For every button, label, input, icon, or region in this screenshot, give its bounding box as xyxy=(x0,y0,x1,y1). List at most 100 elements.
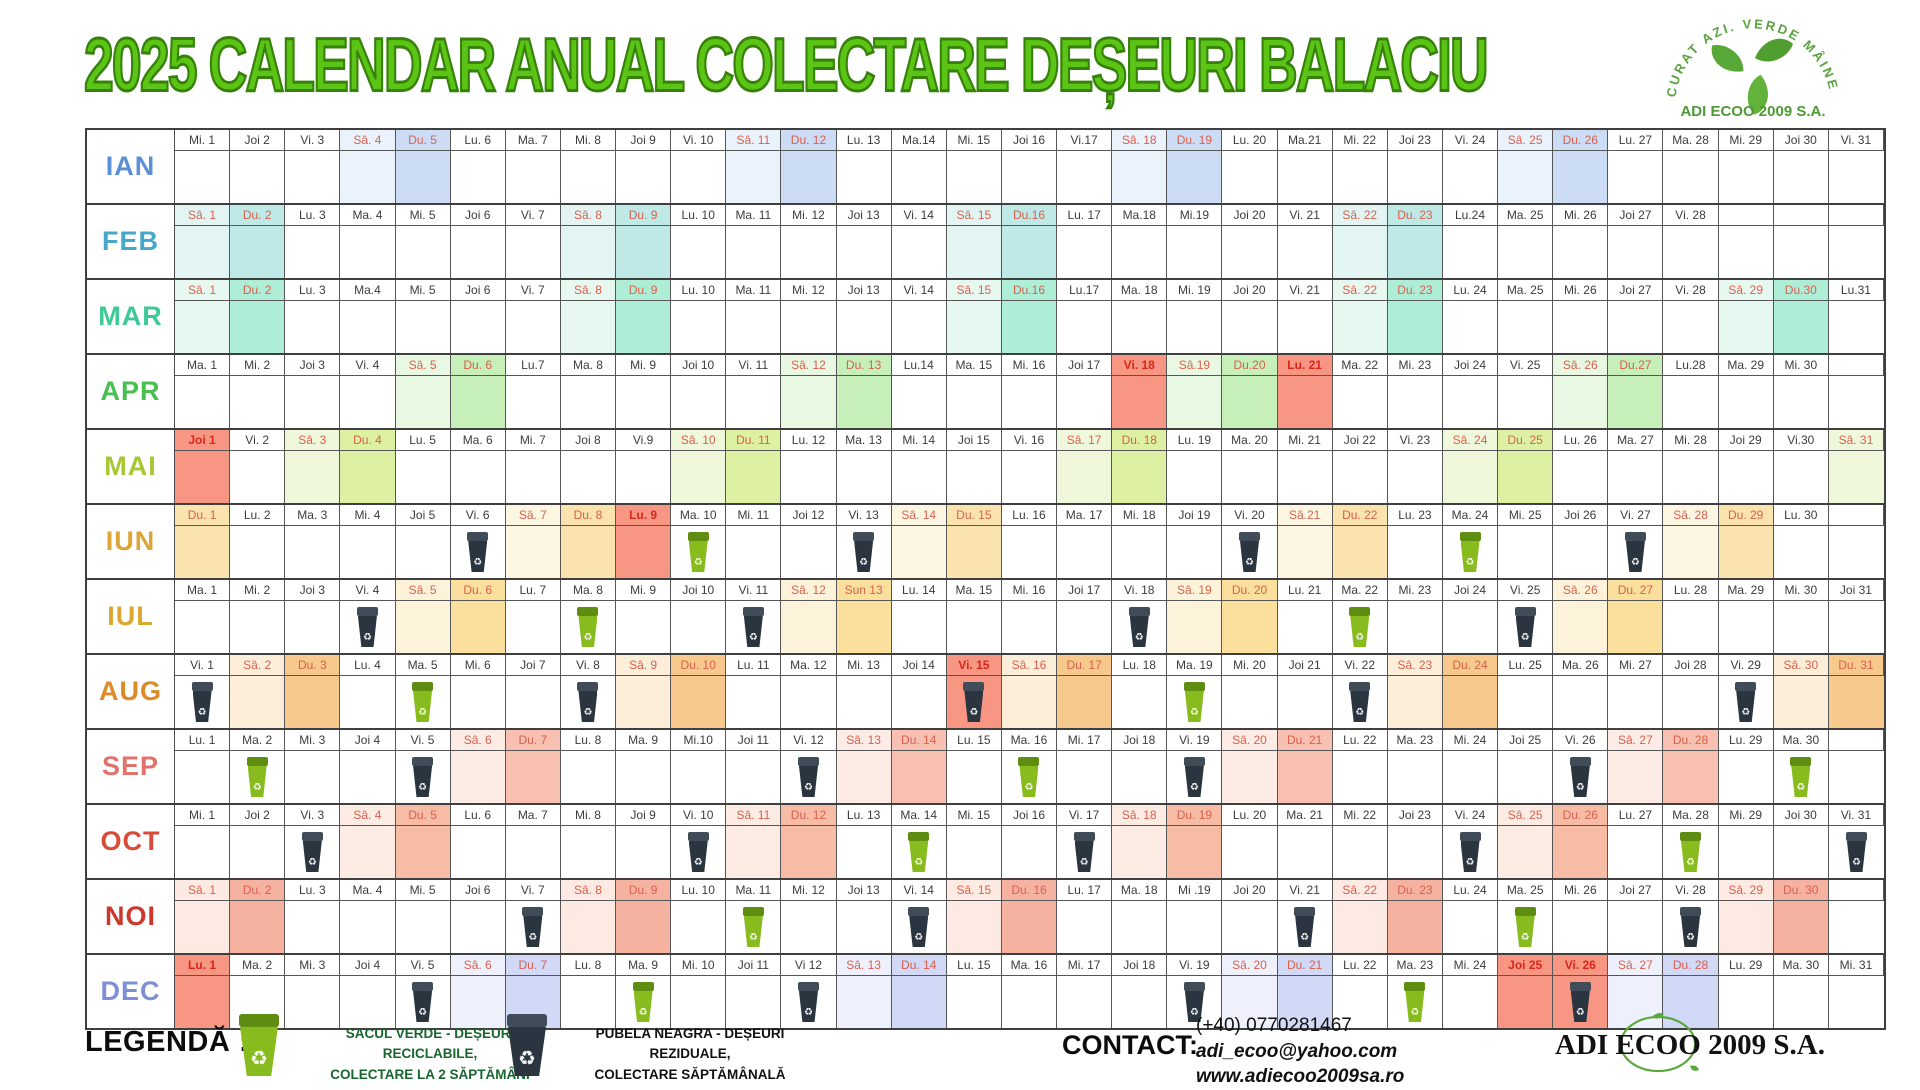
day-cell xyxy=(781,826,837,878)
day-header-cell: Lu. 22 xyxy=(1332,730,1388,751)
day-cell xyxy=(1057,451,1113,503)
day-cell xyxy=(1277,226,1333,278)
day-cell xyxy=(1608,376,1664,428)
day-cell xyxy=(1222,901,1278,953)
day-header-cell: Mi. 23 xyxy=(1387,355,1443,376)
calendar-table: IAN Mi. 1 Joi 2 Vi. 3 Sâ. 4 Du. 5 Lu. 6 Ma. 7 Mi… xyxy=(85,128,1886,1030)
day-cell xyxy=(671,751,727,803)
day-header-cell: Du. 19 xyxy=(1167,130,1223,151)
day-header-cell: Vi. 18 xyxy=(1112,355,1168,376)
day-cell xyxy=(726,751,782,803)
day-cell xyxy=(1001,676,1058,728)
day-header-cell: Vi. 14 xyxy=(891,205,947,226)
day-cell xyxy=(1553,826,1609,878)
day-cell xyxy=(781,226,837,278)
day-header-cell: Joi 28 xyxy=(1663,655,1719,676)
day-header-cell: Mi. 2 xyxy=(230,580,286,601)
day-header-cell: Du.27 xyxy=(1608,355,1664,376)
day-cell xyxy=(1001,376,1058,428)
day-cell xyxy=(1773,601,1829,653)
day-header-cell: Mi. 26 xyxy=(1553,205,1609,226)
green-bag-icon: ♻ xyxy=(411,682,434,722)
black-bin-icon: ♻ xyxy=(506,1014,548,1076)
day-header-cell: Vi. 10 xyxy=(671,130,727,151)
day-header-cell: Lu. 1 xyxy=(175,730,231,751)
day-header-cell: Du. 13 xyxy=(836,355,892,376)
day-header-cell: Sâ. 26 xyxy=(1553,580,1609,601)
day-cell xyxy=(891,676,947,728)
day-cell xyxy=(1828,751,1884,803)
day-header-cell: Ma. 25 xyxy=(1498,880,1554,901)
day-header-cell: Joi 4 xyxy=(340,955,396,976)
day-cell xyxy=(726,376,782,428)
day-cell xyxy=(1442,901,1499,953)
day-cell xyxy=(1498,751,1554,803)
day-header-cell: Joi 12 xyxy=(781,505,837,526)
day-cell xyxy=(1277,976,1333,1028)
day-cell xyxy=(1773,226,1829,278)
green-bag-icon: ♻ xyxy=(1403,982,1426,1022)
day-header-cell: Joi 20 xyxy=(1222,205,1278,226)
day-cell xyxy=(1001,301,1058,353)
day-cell xyxy=(1663,301,1719,353)
day-header-cell: Joi 27 xyxy=(1608,205,1664,226)
day-header-cell: Mi. 24 xyxy=(1442,955,1499,976)
day-header-cell: Ma. 2 xyxy=(230,955,286,976)
day-header-cell: Du. 9 xyxy=(616,880,672,901)
day-cell xyxy=(836,901,892,953)
day-header-cell: Du. 21 xyxy=(1277,730,1333,751)
day-header-cell: Ma. 18 xyxy=(1112,280,1168,301)
day-cell xyxy=(946,526,1002,578)
day-header-cell: Mi. 20 xyxy=(1222,655,1278,676)
day-header-cell: Vi. 21 xyxy=(1277,205,1333,226)
day-header-cell: Du. 6 xyxy=(450,355,506,376)
day-header-cell: Vi. 28 xyxy=(1663,205,1719,226)
month-label: AUG xyxy=(87,655,175,728)
day-cell xyxy=(1498,676,1554,728)
black-bin-icon: ♻ xyxy=(907,907,930,947)
month-row: MAI Joi 1 Vi. 2 Sâ. 3 Du. 4 Lu. 5 Ma. 6 Mi. 7 Jo… xyxy=(87,428,1884,503)
day-cell xyxy=(1608,901,1664,953)
day-header-cell: Ma. 25 xyxy=(1498,280,1554,301)
day-cell xyxy=(946,226,1002,278)
day-cell xyxy=(175,151,231,203)
day-cell xyxy=(395,601,451,653)
day-header-cell: Joi 1 xyxy=(175,430,231,451)
day-header-cell: Joi 14 xyxy=(891,655,947,676)
day-header-cell: Lu. 16 xyxy=(1001,505,1058,526)
day-header-cell: Du. 11 xyxy=(726,430,782,451)
day-header-cell xyxy=(1828,205,1884,226)
black-bin-icon: ♻ xyxy=(852,532,875,572)
day-cell xyxy=(836,151,892,203)
day-header-cell: Mi. 14 xyxy=(891,430,947,451)
green-bag-icon: ♻ xyxy=(238,1014,280,1076)
day-header-cell: Lu. 12 xyxy=(781,430,837,451)
day-header-cell: Sâ. 22 xyxy=(1332,205,1388,226)
day-header-cell: Mi. 21 xyxy=(1277,430,1333,451)
day-header-cell: Ma. 9 xyxy=(616,955,672,976)
day-header-cell: Joi 20 xyxy=(1222,280,1278,301)
day-header-cell: Sâ. 31 xyxy=(1828,430,1884,451)
day-header-cell: Joi 10 xyxy=(671,580,727,601)
day-header-cell: Lu. 4 xyxy=(340,655,396,676)
day-cell xyxy=(1718,226,1774,278)
day-cell xyxy=(1663,451,1719,503)
day-header-cell: Du. 3 xyxy=(285,655,341,676)
day-header-cell: Du. 1 xyxy=(175,505,231,526)
day-header-cell: Mi. 13 xyxy=(836,655,892,676)
day-cell xyxy=(340,826,396,878)
day-header-cell: Lu. 28 xyxy=(1663,580,1719,601)
day-header-cell: Du. 9 xyxy=(616,205,672,226)
day-cell xyxy=(1332,751,1388,803)
day-cell xyxy=(1553,526,1609,578)
day-cell xyxy=(836,226,892,278)
black-bin-icon: ♻ xyxy=(191,682,214,722)
legend-title: LEGENDĂ : xyxy=(85,1026,249,1058)
day-cell: ♻ xyxy=(1718,676,1774,728)
day-header-cell: Ma. 23 xyxy=(1387,955,1443,976)
day-cell xyxy=(616,376,672,428)
day-header-cell: Joi 24 xyxy=(1442,580,1499,601)
day-cell xyxy=(1828,151,1884,203)
black-bin-icon: ♻ xyxy=(521,907,544,947)
day-cell xyxy=(1828,601,1884,653)
